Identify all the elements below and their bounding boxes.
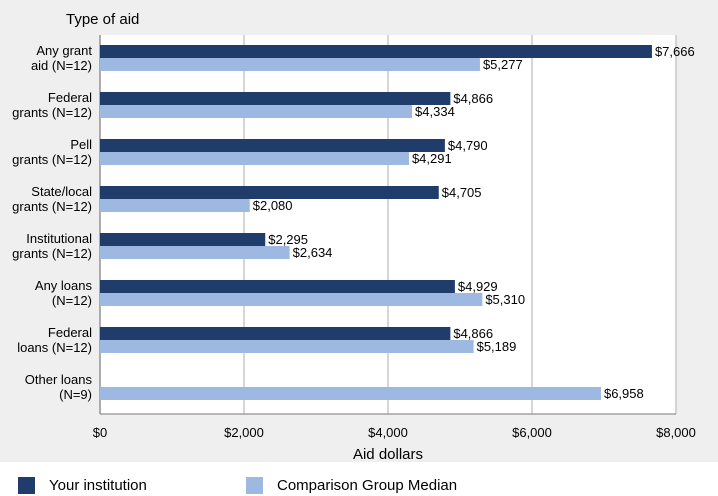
bar [100,387,601,400]
bar [100,45,652,58]
category-label-line: aid (N=12) [31,58,92,73]
x-tick-label: $2,000 [224,425,264,440]
bar [100,233,265,246]
category-label-line: grants (N=12) [12,105,92,120]
category-label: Any grant aid (N=12) [31,43,92,73]
category-label: Federal grants (N=12) [12,90,92,120]
bar [100,327,450,340]
bar [100,340,474,353]
bar [100,246,290,259]
data-label: $5,277 [483,57,523,72]
category-label: Pell grants (N=12) [12,137,92,167]
category-label-line: Pell [70,137,92,152]
bar [100,152,409,165]
category-label-line: Federal [48,90,92,105]
category-label-line: Other loans [25,372,93,387]
bar [100,280,455,293]
data-label: $4,866 [453,91,493,106]
category-label-line: State/local [31,184,92,199]
x-tick-label: $6,000 [512,425,552,440]
x-axis-label: Aid dollars [353,446,423,462]
x-tick-label: $4,000 [368,425,408,440]
legend-item-comparison-median: Comparison Group Median [246,475,457,495]
category-label-line: grants (N=12) [12,152,92,167]
data-label: $2,080 [253,198,293,213]
data-label: $4,705 [442,185,482,200]
category-label: State/local grants (N=12) [12,184,92,214]
legend: Your institution Comparison Group Median [0,462,718,496]
data-label: $2,634 [293,245,333,260]
legend-swatch-your-institution [18,477,35,494]
data-label: $7,666 [655,44,695,59]
y-axis-title: Type of aid [66,11,139,28]
bar [100,92,450,105]
category-label: Federal loans (N=12) [17,325,92,355]
category-label-line: Federal [48,325,92,340]
category-label-line: (N=12) [52,293,92,308]
legend-label-your-institution: Your institution [49,477,147,494]
legend-swatch-comparison-median [246,477,263,494]
category-label-line: grants (N=12) [12,199,92,214]
legend-label-comparison-median: Comparison Group Median [277,477,457,494]
bar [100,58,480,71]
bar [100,199,250,212]
category-label-line: grants (N=12) [12,246,92,261]
bar [100,293,482,306]
category-label: Other loans (N=9) [25,372,93,402]
x-tick-label: $0 [93,425,107,440]
bar-chart: Type of aid $0 $2,000 $4,000 $6,000 $8,000 Aid… [0,0,718,462]
data-label: $5,310 [485,292,525,307]
category-label-line: Any loans [35,278,93,293]
category-label: Any loans (N=12) [35,278,93,308]
category-label: Institutional grants (N=12) [12,231,92,261]
data-label: $4,334 [415,104,455,119]
chart-container: Type of aid $0 $2,000 $4,000 $6,000 $8,000 Aid… [0,0,718,496]
legend-item-your-institution: Your institution [18,475,147,495]
category-label-line: Institutional [26,231,92,246]
x-tick-label: $8,000 [656,425,696,440]
category-label-line: loans (N=12) [17,340,92,355]
category-label-line: (N=9) [59,387,92,402]
data-label: $4,291 [412,151,452,166]
data-label: $6,958 [604,386,644,401]
bar [100,139,445,152]
data-label: $5,189 [477,339,517,354]
data-label: $4,790 [448,138,488,153]
category-label-line: Any grant [36,43,92,58]
bar [100,105,412,118]
